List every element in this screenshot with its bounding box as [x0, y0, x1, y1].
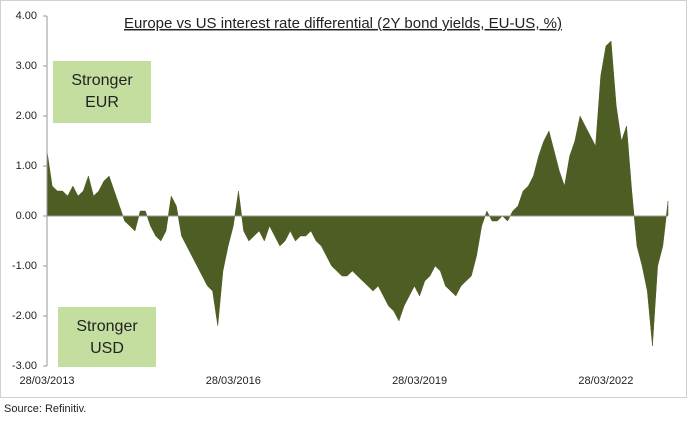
- chart-title: Europe vs US interest rate differential …: [124, 15, 562, 32]
- y-tick-label: -3.00: [12, 360, 37, 372]
- annotation-text: Stronger: [71, 72, 133, 89]
- y-tick-label: 2.00: [16, 110, 37, 122]
- x-tick-label: 28/03/2013: [19, 375, 74, 387]
- x-tick-label: 28/03/2019: [392, 375, 447, 387]
- annotation-text: EUR: [85, 94, 119, 111]
- y-tick-label: -1.00: [12, 260, 37, 272]
- y-tick-label: 0.00: [16, 210, 37, 222]
- y-tick-label: 1.00: [16, 160, 37, 172]
- y-tick-label: 3.00: [16, 60, 37, 72]
- x-tick-label: 28/03/2022: [578, 375, 633, 387]
- y-tick-label: -2.00: [12, 310, 37, 322]
- annotation-text: Stronger: [76, 318, 138, 335]
- annotation-box: [53, 61, 151, 123]
- y-tick-label: 4.00: [16, 10, 37, 22]
- x-tick-label: 28/03/2016: [206, 375, 261, 387]
- source: Source: Refinitiv.: [4, 403, 86, 415]
- area: [46, 40, 669, 347]
- annotation-text: USD: [90, 340, 124, 357]
- annotation-box: [58, 307, 156, 367]
